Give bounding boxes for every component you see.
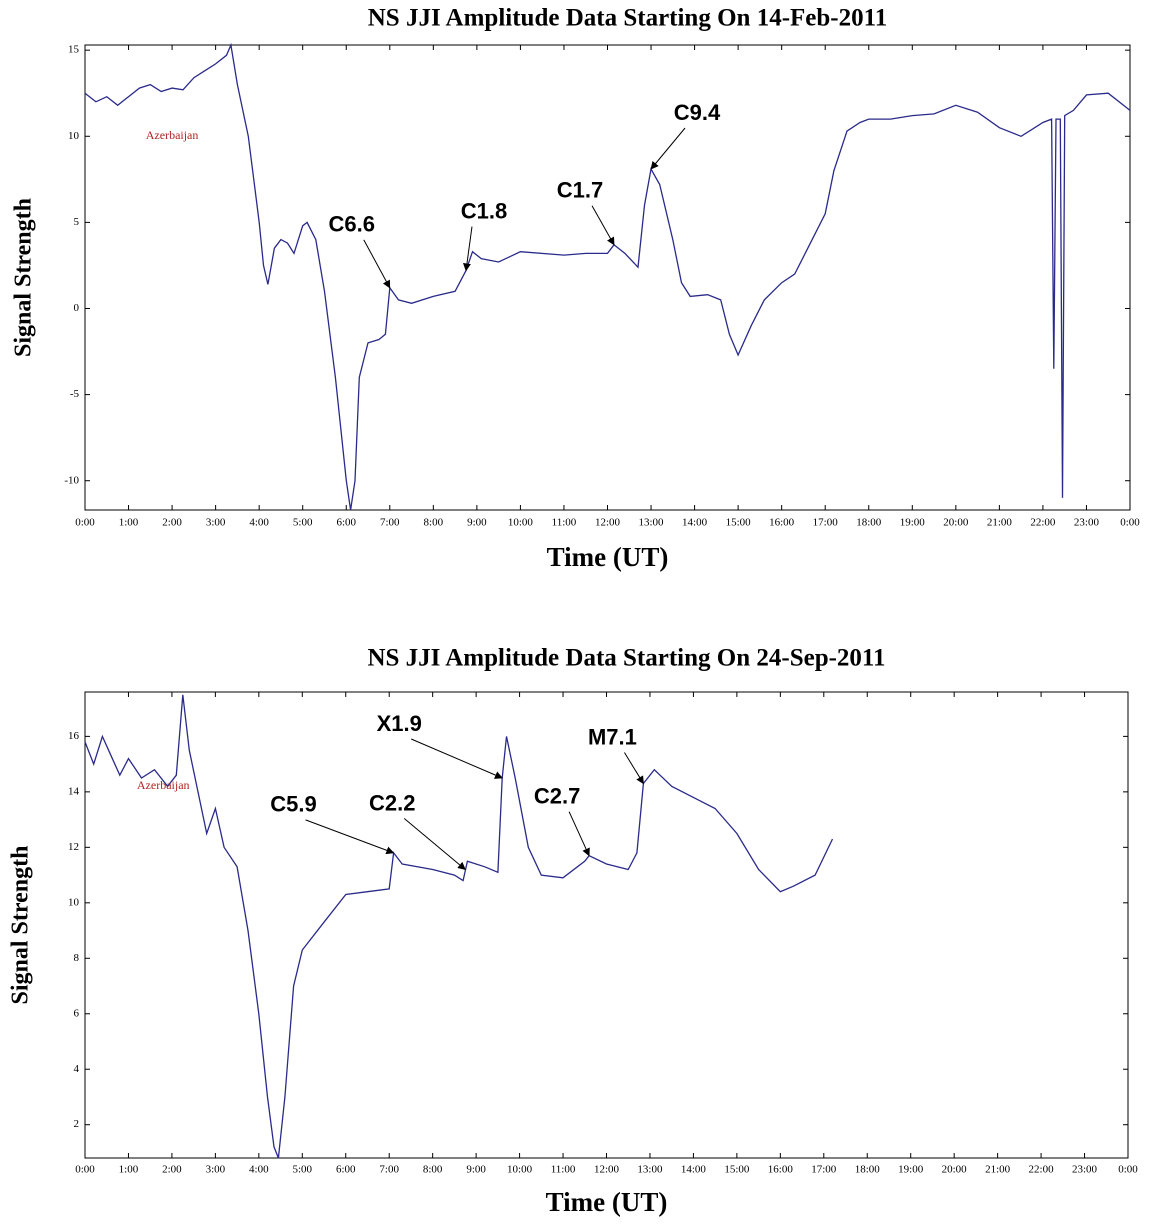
x-tick-label: 1:00 [119, 1164, 139, 1176]
y-tick-label: 14 [68, 785, 80, 797]
x-axis-label: Time (UT) [546, 1187, 668, 1217]
annotation-arrow [650, 127, 686, 170]
annotation-arrow [462, 226, 473, 272]
annotation-label: C2.2 [369, 790, 415, 815]
x-tick-label: 0:00 [1118, 1164, 1138, 1176]
y-tick-label: 10 [68, 896, 80, 908]
x-tick-label: 7:00 [380, 517, 400, 529]
x-tick-label: 4:00 [249, 517, 269, 529]
y-tick-label: 10 [68, 130, 80, 142]
annotation-label: X1.9 [377, 711, 422, 736]
x-tick-label: 17:00 [813, 517, 839, 529]
x-tick-label: 22:00 [1029, 1164, 1055, 1176]
x-axis-label: Time (UT) [547, 542, 669, 572]
chart-title: NS JJI Amplitude Data Starting On 24-Sep… [367, 645, 885, 672]
x-tick-label: 23:00 [1072, 1164, 1098, 1176]
x-tick-label: 15:00 [726, 517, 752, 529]
x-tick-label: 4:00 [249, 1164, 269, 1176]
annotation-label: C1.8 [461, 198, 507, 223]
x-tick-label: 8:00 [423, 1164, 443, 1176]
annotation-arrow [403, 818, 466, 871]
x-tick-label: 10:00 [507, 1164, 533, 1176]
x-tick-label: 2:00 [162, 517, 182, 529]
x-tick-label: 14:00 [682, 517, 708, 529]
x-tick-label: 11:00 [552, 517, 577, 529]
annotation-arrow [305, 819, 395, 855]
annotation-label: C1.7 [557, 178, 603, 203]
x-tick-label: 18:00 [855, 1164, 881, 1176]
x-tick-label: 0:00 [1120, 517, 1140, 529]
y-tick-label: 0 [74, 302, 80, 314]
annotation-arrow [568, 811, 590, 857]
x-tick-label: 16:00 [768, 1164, 794, 1176]
region-label: Azerbaijan [146, 128, 199, 142]
y-tick-label: 6 [74, 1007, 80, 1019]
x-tick-label: 3:00 [206, 1164, 226, 1176]
y-tick-label: -5 [70, 388, 80, 400]
y-tick-label: 2 [74, 1118, 80, 1130]
annotation-label: C9.4 [674, 100, 721, 125]
annotation-arrow [411, 738, 503, 779]
plot-frame [84, 44, 1131, 511]
y-axis-label: Signal Strength [11, 198, 37, 357]
x-tick-label: 20:00 [943, 517, 969, 529]
x-tick-label: 0:00 [75, 1164, 95, 1176]
x-tick-label: 3:00 [206, 517, 226, 529]
signal-line [84, 42, 1131, 511]
x-tick-label: 13:00 [637, 1164, 663, 1176]
plot-frame [84, 691, 1129, 1159]
x-tick-label: 13:00 [639, 517, 665, 529]
chart-title: NS JJI Amplitude Data Starting On 14-Feb… [368, 5, 887, 32]
x-tick-label: 11:00 [551, 1164, 576, 1176]
x-tick-label: 0:00 [75, 517, 95, 529]
annotation-label: C5.9 [270, 792, 316, 817]
annotation-arrow [624, 752, 644, 785]
x-tick-label: 5:00 [293, 1164, 313, 1176]
x-tick-label: 21:00 [987, 517, 1013, 529]
y-tick-label: -10 [64, 474, 79, 486]
x-tick-label: 7:00 [379, 1164, 399, 1176]
x-tick-label: 5:00 [293, 517, 313, 529]
y-tick-label: 4 [74, 1063, 80, 1075]
y-tick-label: 5 [74, 216, 80, 228]
x-tick-label: 21:00 [985, 1164, 1011, 1176]
x-tick-label: 22:00 [1030, 517, 1056, 529]
x-tick-label: 12:00 [594, 1164, 620, 1176]
annotation-arrow [591, 205, 615, 246]
region-label: Azerbaijan [137, 778, 190, 792]
y-tick-label: 15 [68, 44, 80, 56]
x-tick-label: 8:00 [424, 517, 444, 529]
chart: NS JJI Amplitude Data Starting On 14-Feb… [11, 5, 1141, 572]
x-tick-label: 23:00 [1074, 517, 1100, 529]
x-tick-label: 12:00 [595, 517, 621, 529]
x-tick-label: 10:00 [508, 517, 534, 529]
x-tick-label: 1:00 [119, 517, 139, 529]
x-tick-label: 19:00 [898, 1164, 924, 1176]
x-tick-label: 2:00 [162, 1164, 182, 1176]
annotation-label: C6.6 [329, 212, 375, 237]
y-tick-label: 8 [74, 952, 80, 964]
x-tick-label: 16:00 [769, 517, 795, 529]
x-tick-label: 19:00 [900, 517, 926, 529]
x-tick-label: 18:00 [856, 517, 882, 529]
y-axis-label: Signal Strength [8, 846, 34, 1005]
annotation-arrow [363, 239, 391, 289]
x-tick-label: 9:00 [466, 1164, 486, 1176]
x-tick-label: 15:00 [724, 1164, 750, 1176]
x-tick-label: 14:00 [681, 1164, 707, 1176]
annotation-label: M7.1 [588, 724, 637, 749]
x-tick-label: 20:00 [942, 1164, 968, 1176]
x-tick-label: 6:00 [336, 1164, 356, 1176]
y-tick-label: 16 [68, 730, 80, 742]
x-tick-label: 6:00 [336, 517, 356, 529]
chart: NS JJI Amplitude Data Starting On 24-Sep… [8, 645, 1139, 1217]
y-tick-label: 12 [68, 841, 79, 853]
annotation-label: C2.7 [534, 783, 580, 808]
signal-line [84, 694, 834, 1159]
x-tick-label: 9:00 [467, 517, 487, 529]
x-tick-label: 17:00 [811, 1164, 837, 1176]
